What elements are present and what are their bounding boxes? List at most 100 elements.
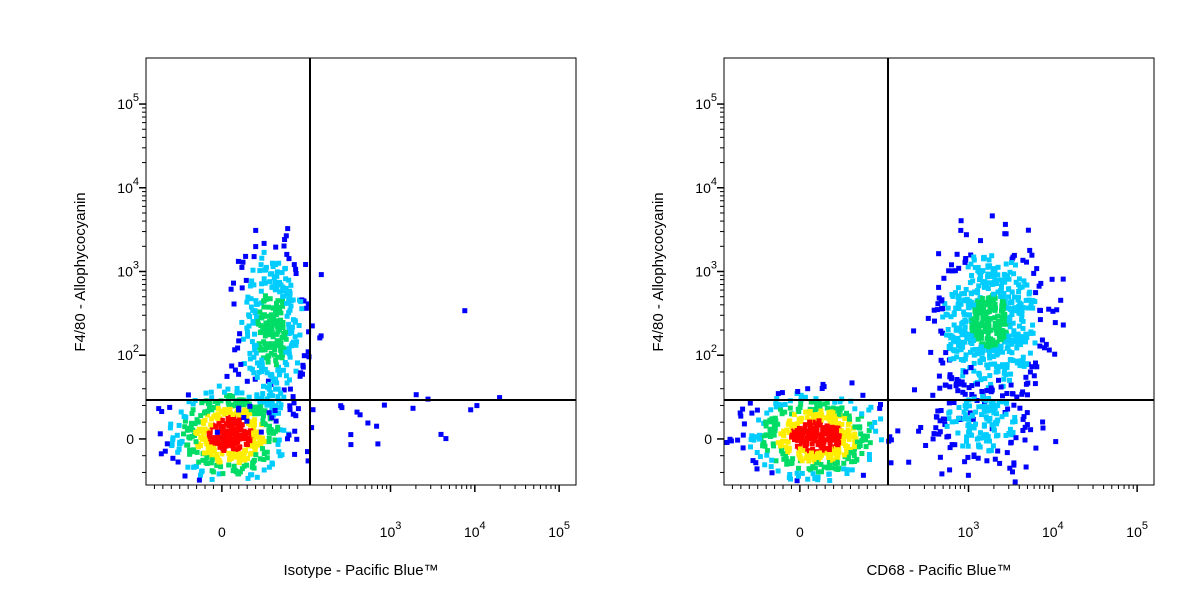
data-point — [265, 353, 271, 359]
data-point — [939, 471, 945, 477]
data-point — [283, 373, 289, 379]
x-tick-label: 104 — [1042, 520, 1064, 540]
data-point — [222, 407, 228, 413]
data-point — [977, 372, 982, 378]
data-point — [802, 422, 808, 428]
data-point — [937, 418, 943, 424]
data-point — [285, 436, 290, 442]
data-point — [209, 457, 215, 463]
y-tick-label: 0 — [704, 431, 712, 447]
data-point — [803, 409, 809, 415]
data-point — [257, 456, 263, 462]
data-point — [223, 421, 229, 427]
data-point — [963, 257, 969, 263]
x-tick-label: 0 — [218, 524, 226, 540]
data-point — [836, 431, 842, 437]
data-point — [982, 376, 988, 382]
data-point — [994, 331, 1000, 336]
data-point — [962, 324, 968, 330]
data-point — [954, 354, 960, 360]
data-point — [780, 451, 786, 457]
data-point — [995, 448, 1001, 454]
data-point — [1046, 347, 1052, 353]
data-point — [970, 347, 976, 353]
data-point — [990, 400, 996, 406]
data-point — [843, 443, 848, 449]
data-point — [952, 442, 958, 448]
data-point — [967, 403, 972, 409]
data-point — [981, 279, 987, 285]
data-point — [269, 373, 275, 379]
data-point — [817, 412, 823, 418]
data-point — [241, 402, 247, 408]
data-point — [946, 400, 952, 406]
data-point — [188, 420, 194, 426]
data-point — [1015, 341, 1021, 346]
data-point — [247, 283, 253, 289]
data-point — [272, 352, 278, 358]
data-point — [757, 454, 763, 460]
data-point — [1012, 332, 1018, 338]
data-point — [1024, 422, 1030, 428]
data-point — [778, 447, 784, 453]
data-point — [768, 419, 774, 425]
data-point — [1004, 362, 1010, 368]
x-tick-label: 104 — [464, 520, 486, 540]
data-point — [802, 425, 808, 431]
data-point — [266, 430, 272, 436]
data-point — [981, 409, 987, 414]
data-point — [168, 421, 174, 427]
data-point — [259, 395, 265, 401]
data-point — [192, 464, 198, 470]
data-point — [275, 298, 281, 304]
data-point — [869, 424, 875, 430]
data-point — [1034, 266, 1040, 272]
data-point — [976, 269, 982, 275]
data-point — [1027, 350, 1033, 356]
data-point — [952, 268, 958, 274]
data-point — [982, 324, 988, 329]
data-point — [296, 323, 302, 328]
data-point — [259, 255, 265, 261]
data-point — [205, 408, 211, 414]
data-point — [836, 447, 842, 453]
data-point — [986, 329, 992, 334]
data-point — [1007, 426, 1013, 432]
data-point — [1024, 259, 1029, 265]
data-point — [833, 466, 839, 472]
data-point — [996, 377, 1001, 383]
data-point — [252, 411, 258, 417]
data-point — [955, 285, 961, 291]
data-point — [1006, 294, 1012, 300]
data-point — [764, 452, 770, 458]
data-point — [1011, 271, 1017, 277]
data-point — [265, 357, 271, 363]
data-point — [234, 428, 240, 434]
data-point — [868, 404, 874, 410]
data-point — [944, 423, 950, 429]
data-point — [832, 431, 838, 437]
data-point — [276, 405, 282, 410]
data-point — [844, 410, 849, 416]
data-point — [987, 447, 993, 453]
data-point — [1000, 299, 1006, 305]
data-point — [286, 256, 292, 262]
data-point — [1009, 299, 1015, 305]
data-point — [190, 407, 196, 413]
data-point — [228, 419, 234, 425]
data-point — [990, 337, 996, 343]
data-point — [979, 350, 985, 356]
data-point — [852, 406, 858, 412]
data-point — [258, 315, 264, 321]
data-point — [272, 437, 278, 443]
x-axis-ticks — [153, 485, 560, 492]
data-point — [243, 409, 248, 415]
data-point — [279, 351, 285, 357]
data-point — [1006, 276, 1012, 282]
data-point — [261, 240, 267, 246]
data-point — [262, 347, 268, 353]
data-point — [1058, 297, 1064, 303]
data-point — [808, 450, 814, 456]
data-point — [834, 457, 840, 463]
